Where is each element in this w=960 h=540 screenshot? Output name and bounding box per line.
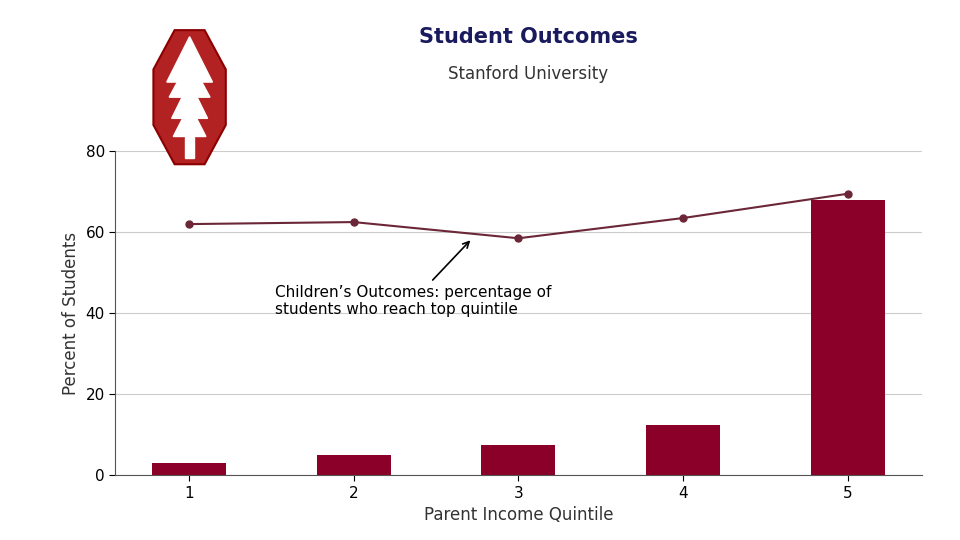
Bar — [481, 445, 556, 475]
Polygon shape — [154, 30, 226, 164]
Polygon shape — [167, 37, 212, 82]
Y-axis label: Percent of Students: Percent of Students — [61, 232, 80, 395]
Text: Children’s Outcomes: percentage of
students who reach top quintile: Children’s Outcomes: percentage of stude… — [275, 241, 551, 318]
Text: Student Outcomes: Student Outcomes — [419, 27, 637, 47]
Text: Stanford University: Stanford University — [448, 65, 608, 83]
Bar — [646, 424, 720, 475]
Polygon shape — [169, 59, 210, 97]
Bar — [811, 200, 885, 475]
Bar — [317, 455, 391, 475]
Polygon shape — [184, 137, 195, 158]
X-axis label: Parent Income Quintile: Parent Income Quintile — [423, 506, 613, 524]
Bar — [152, 463, 226, 475]
Polygon shape — [173, 105, 205, 137]
Polygon shape — [172, 82, 207, 118]
